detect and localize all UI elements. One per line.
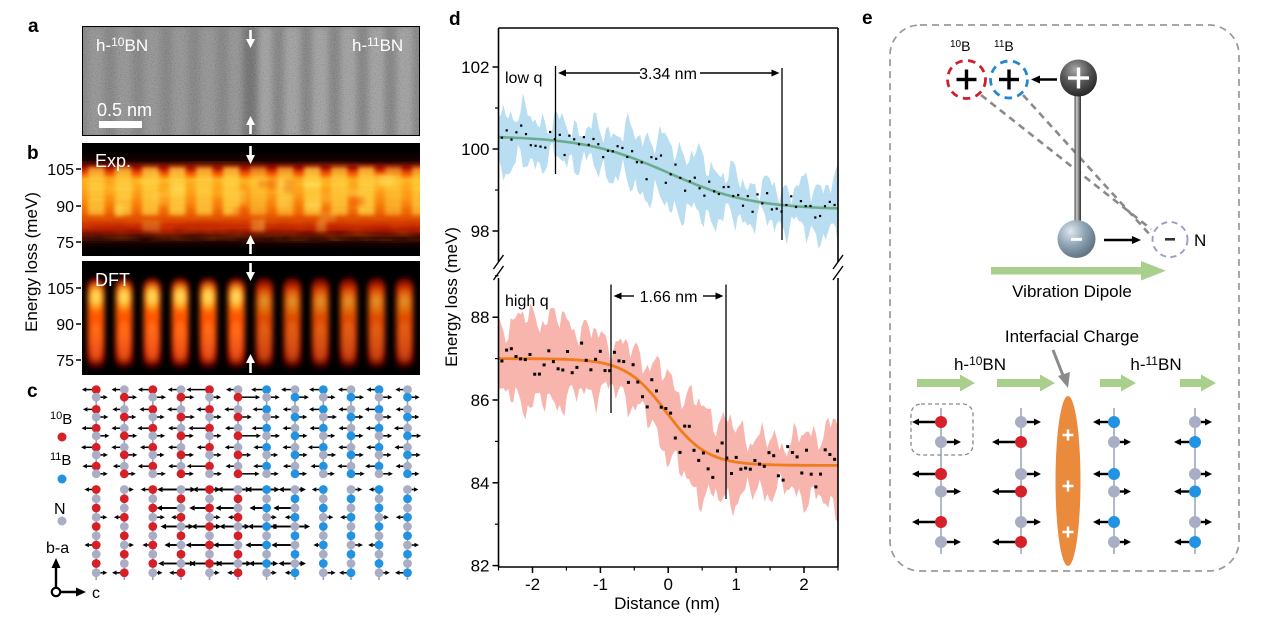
svg-text:0: 0 [663, 575, 672, 594]
svg-text:h-10BN: h-10BN [954, 354, 1006, 374]
svg-text:10B: 10B [50, 410, 72, 428]
svg-text:0.5 nm: 0.5 nm [97, 100, 152, 120]
svg-text:84: 84 [471, 474, 490, 493]
svg-text:d: d [449, 9, 461, 30]
svg-text:N: N [1194, 231, 1206, 250]
svg-text:Distance (nm): Distance (nm) [614, 594, 720, 613]
svg-text:102: 102 [461, 58, 489, 77]
svg-text:Energy loss (meV): Energy loss (meV) [442, 227, 461, 367]
svg-text:Vibration Dipole: Vibration Dipole [1012, 282, 1132, 301]
svg-text:98: 98 [471, 222, 490, 241]
svg-text:1: 1 [731, 575, 740, 594]
svg-text:low q: low q [505, 70, 542, 87]
svg-text:h-11BN: h-11BN [1130, 354, 1181, 374]
svg-text:105: 105 [47, 162, 74, 179]
svg-text:75: 75 [56, 353, 74, 370]
svg-text:1.66 nm: 1.66 nm [640, 289, 698, 306]
svg-text:h-11BN: h-11BN [352, 35, 403, 55]
svg-text:high q: high q [505, 293, 549, 310]
svg-text:11B: 11B [50, 451, 71, 469]
svg-text:3.34 nm: 3.34 nm [639, 66, 697, 83]
svg-text:h-10BN: h-10BN [96, 35, 148, 55]
svg-text:11B: 11B [994, 38, 1014, 54]
svg-text:DFT: DFT [95, 270, 130, 290]
svg-text:90: 90 [56, 317, 74, 334]
svg-text:e: e [862, 8, 873, 29]
svg-text:75: 75 [56, 235, 74, 252]
svg-text:c: c [92, 585, 100, 602]
svg-text:105: 105 [47, 281, 74, 298]
svg-text:82: 82 [471, 557, 490, 576]
svg-text:Energy loss (meV): Energy loss (meV) [22, 192, 41, 332]
svg-text:90: 90 [56, 199, 74, 216]
svg-text:10B: 10B [950, 38, 970, 54]
svg-text:100: 100 [461, 140, 489, 159]
svg-text:-2: -2 [525, 575, 540, 594]
svg-text:86: 86 [471, 391, 490, 410]
svg-text:N: N [54, 501, 66, 518]
svg-text:88: 88 [471, 308, 490, 327]
svg-text:-1: -1 [593, 575, 608, 594]
svg-text:Interfacial Charge: Interfacial Charge [1005, 327, 1139, 346]
svg-text:Exp.: Exp. [95, 151, 131, 171]
svg-text:2: 2 [799, 575, 808, 594]
svg-text:b-a: b-a [46, 540, 69, 557]
